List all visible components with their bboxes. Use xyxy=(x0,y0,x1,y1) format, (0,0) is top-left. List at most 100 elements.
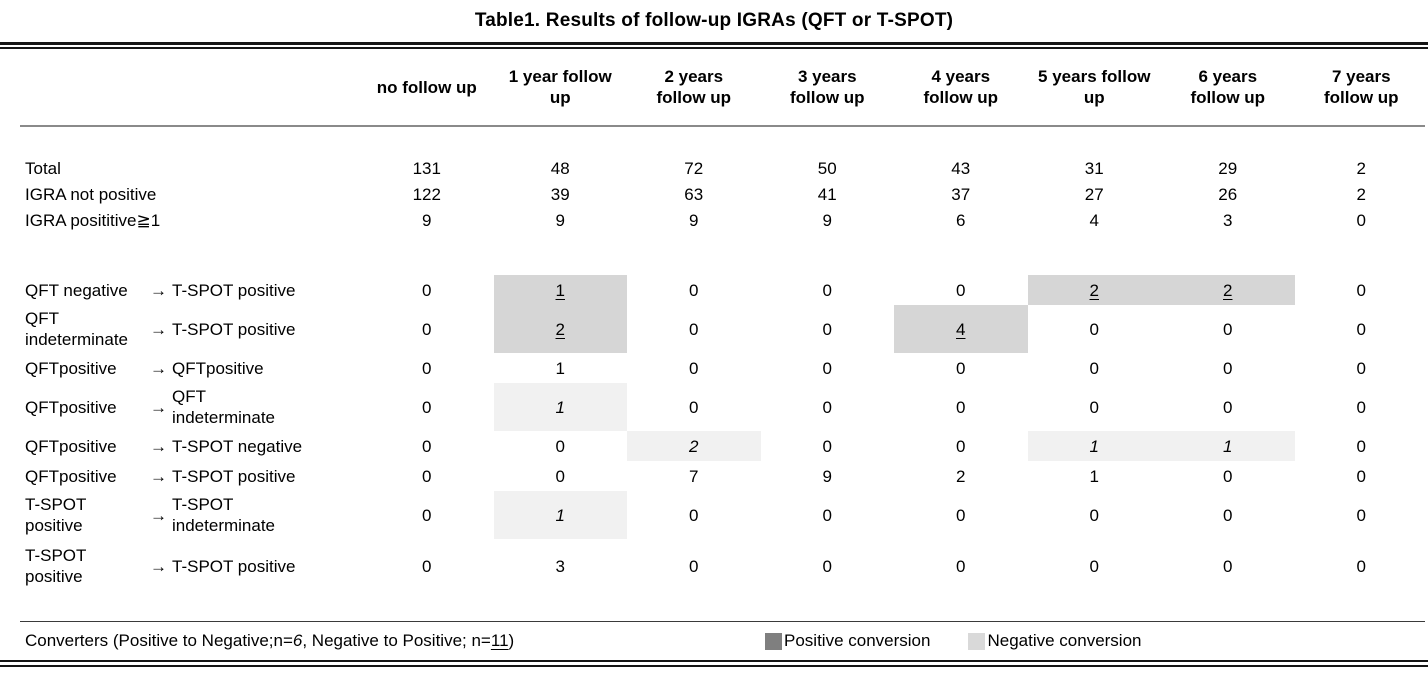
value-cell: 0 xyxy=(422,358,432,378)
value-cell: 0 xyxy=(689,505,699,525)
value-cell: 0 xyxy=(956,556,966,576)
right-arrow-icon: → xyxy=(150,358,167,378)
row-label-from: QFTpositive xyxy=(25,466,117,486)
col-header-no-follow-up: no follow up xyxy=(376,77,477,97)
right-arrow-icon: → xyxy=(150,556,167,576)
n-positive-value: 11 xyxy=(490,631,509,650)
row-label: IGRA not positive xyxy=(25,184,157,204)
col-header-6-years: 6 years follow up xyxy=(1190,67,1266,107)
row-label-from: T-SPOT positive xyxy=(25,495,87,535)
value-cell: 0 xyxy=(1356,280,1366,300)
value-cell: 9 xyxy=(822,210,832,230)
value-cell: 0 xyxy=(422,397,432,417)
value-cell: 0 xyxy=(1356,556,1366,576)
spacer xyxy=(0,593,1428,621)
value-cell: 0 xyxy=(1223,466,1233,486)
table-row-igra-positive: IGRA posititive≧1 9 9 9 9 6 4 3 0 xyxy=(0,207,1428,233)
row-label-to: → T-SPOT positive xyxy=(150,280,296,300)
table-row-igra-not-positive: IGRA not positive 122 39 63 41 37 27 26 … xyxy=(0,181,1428,207)
value-cell: 1 xyxy=(1027,431,1161,461)
value-cell: 1 xyxy=(1161,431,1295,461)
value-cell: 0 xyxy=(1356,436,1366,456)
value-cell: 63 xyxy=(684,184,704,204)
row-label-from: QFT negative xyxy=(25,280,128,300)
value-cell: 2 xyxy=(1161,275,1295,305)
value-cell: 72 xyxy=(684,158,704,178)
value-cell: 0 xyxy=(1223,319,1233,339)
value-cell: 0 xyxy=(1223,556,1233,576)
value-cell: 7 xyxy=(689,466,699,486)
value-cell: 2 xyxy=(1356,184,1366,204)
value-cell: 4 xyxy=(1089,210,1099,230)
positive-conversion-swatch-icon xyxy=(765,632,782,650)
value-cell: 27 xyxy=(1084,184,1104,204)
row-label-to: → T-SPOT positive xyxy=(150,556,296,576)
table-row-total: Total 131 48 72 50 43 31 29 2 xyxy=(0,155,1428,181)
spacer xyxy=(0,233,1428,275)
value-cell: 0 xyxy=(1223,358,1233,378)
conversion-row: QFTpositive → T-SPOT negative 0 0 2 0 0 1… xyxy=(0,431,1428,461)
legend-label: Negative conversion xyxy=(987,631,1142,650)
row-label-to: → T-SPOT positive xyxy=(150,466,296,486)
table-title: Table1. Results of follow-up IGRAs (QFT … xyxy=(474,10,954,31)
right-arrow-icon: → xyxy=(150,436,167,456)
value-cell: 2 xyxy=(956,466,966,486)
value-cell: 9 xyxy=(422,210,432,230)
value-cell: 0 xyxy=(956,505,966,525)
legend: Positive conversion Negative conversion xyxy=(765,631,1142,651)
conversion-row: QFT negative → T-SPOT positive 0 1 0 0 0 … xyxy=(0,275,1428,305)
value-cell: 9 xyxy=(689,210,699,230)
row-label-to: → T-SPOT positive xyxy=(150,319,296,339)
value-cell: 0 xyxy=(1356,210,1366,230)
col-header-4-years: 4 years follow up xyxy=(923,67,999,107)
value-cell: 0 xyxy=(1223,397,1233,417)
value-cell: 0 xyxy=(956,436,966,456)
value-cell: 0 xyxy=(956,358,966,378)
col-header-2-years: 2 years follow up xyxy=(656,67,732,107)
conversion-row: QFTpositive → QFT indeterminate 0 1 0 0 0 … xyxy=(0,383,1428,431)
legend-label: Positive conversion xyxy=(784,631,931,650)
bottom-double-rule xyxy=(0,660,1428,667)
value-cell: 0 xyxy=(689,280,699,300)
value-cell: 6 xyxy=(956,210,966,230)
value-cell: 0 xyxy=(822,280,832,300)
n-negative-value: 6 xyxy=(292,631,303,650)
value-cell: 39 xyxy=(550,184,570,204)
value-cell: 2 xyxy=(1027,275,1161,305)
row-label-from: QFTpositive xyxy=(25,436,117,456)
value-cell: 1 xyxy=(555,358,565,378)
value-cell: 43 xyxy=(951,158,971,178)
value-cell: 3 xyxy=(1223,210,1233,230)
value-cell: 0 xyxy=(822,358,832,378)
value-cell: 37 xyxy=(951,184,971,204)
footnote-row: Converters (Positive to Negative;n=6, Ne… xyxy=(0,622,1428,660)
value-cell: 1 xyxy=(1089,466,1099,486)
right-arrow-icon: → xyxy=(150,280,167,300)
value-cell: 0 xyxy=(1356,466,1366,486)
row-label-to: → T-SPOT negative xyxy=(150,436,303,456)
row-label-from: QFTpositive xyxy=(25,358,117,378)
legend-item-positive-conversion: Positive conversion xyxy=(765,631,930,651)
value-cell: 0 xyxy=(422,556,432,576)
value-cell: 0 xyxy=(689,319,699,339)
value-cell: 0 xyxy=(1089,397,1099,417)
value-cell: 0 xyxy=(422,466,432,486)
value-cell: 0 xyxy=(1223,505,1233,525)
right-arrow-icon: → xyxy=(150,319,167,339)
value-cell: 0 xyxy=(555,436,565,456)
value-cell: 0 xyxy=(689,358,699,378)
value-cell: 122 xyxy=(412,184,441,204)
row-label: Total xyxy=(25,158,61,178)
value-cell: 31 xyxy=(1084,158,1104,178)
value-cell: 0 xyxy=(689,397,699,417)
col-header-7-years: 7 years follow up xyxy=(1323,67,1399,107)
row-label-from: QFTpositive xyxy=(25,397,117,417)
value-cell: 0 xyxy=(822,436,832,456)
value-cell: 2 xyxy=(1356,158,1366,178)
value-cell: 0 xyxy=(422,280,432,300)
value-cell: 3 xyxy=(555,556,565,576)
value-cell: 0 xyxy=(422,319,432,339)
top-double-rule xyxy=(0,42,1428,49)
value-cell: 0 xyxy=(1089,319,1099,339)
value-cell: 0 xyxy=(1356,319,1366,339)
